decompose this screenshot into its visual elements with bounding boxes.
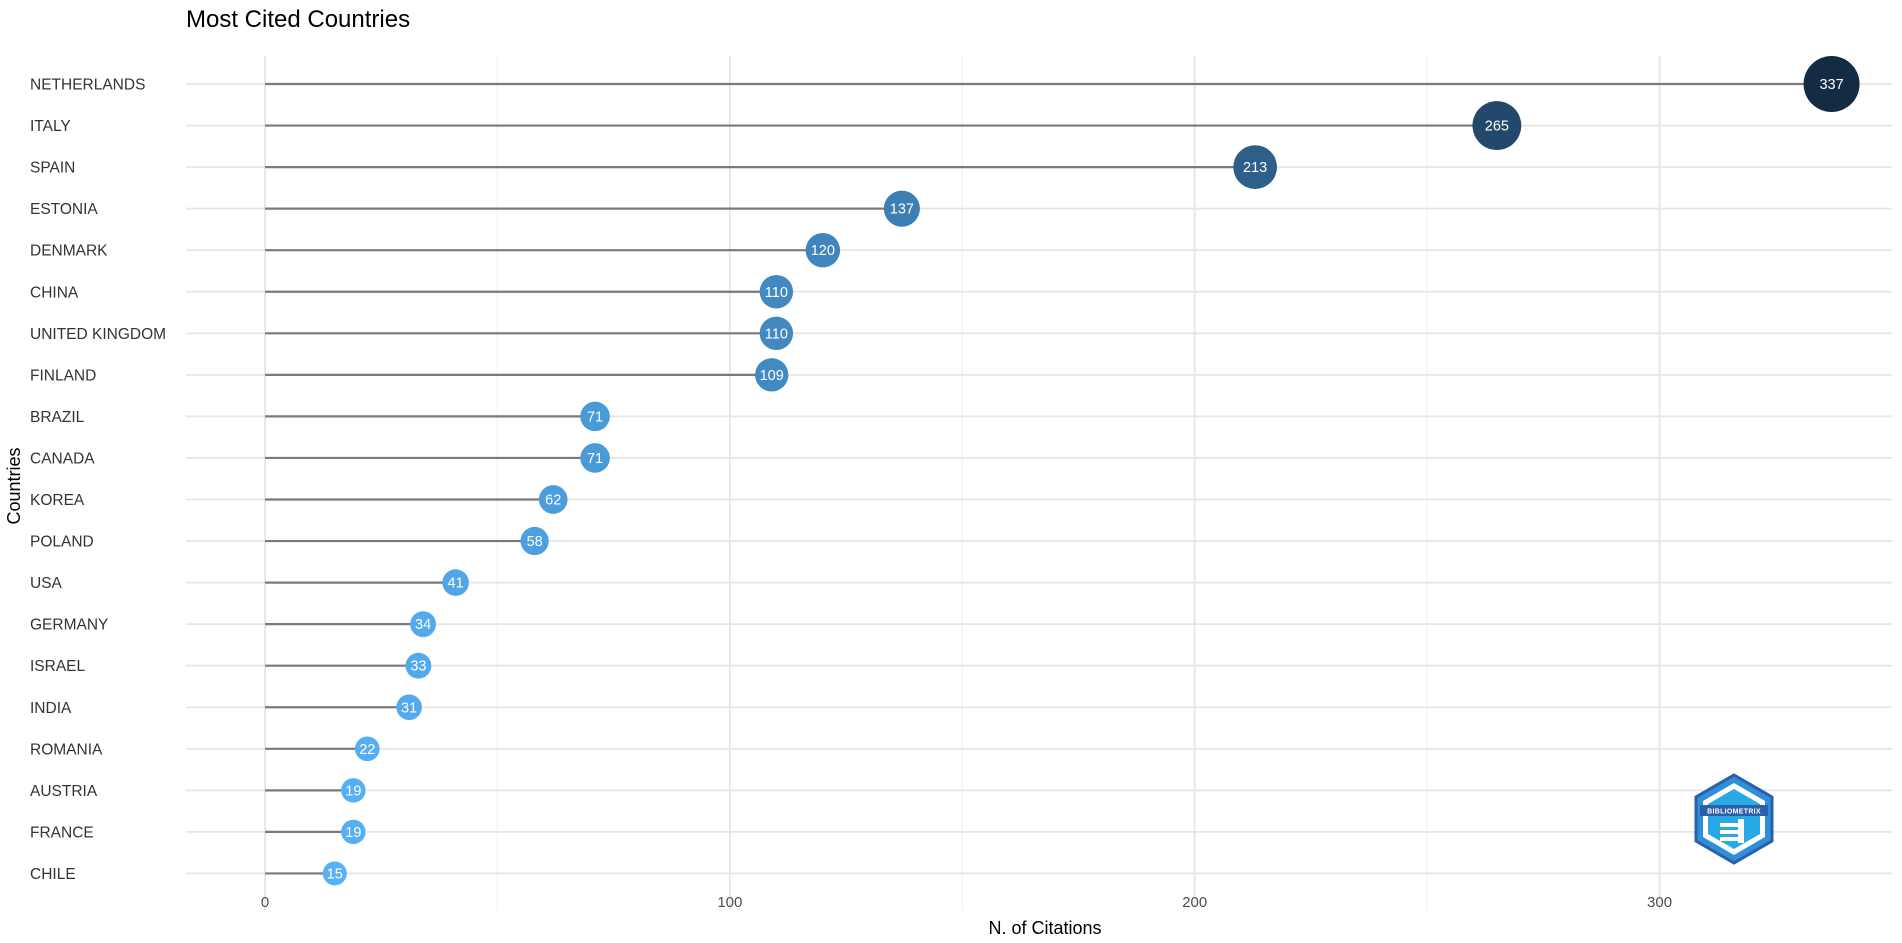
- category-label: CHILE: [30, 866, 76, 883]
- category-label: AUSTRIA: [30, 783, 98, 800]
- dot-value-label: 110: [765, 285, 788, 301]
- category-label: KOREA: [30, 492, 85, 509]
- category-label: FRANCE: [30, 824, 94, 841]
- category-label: CANADA: [30, 450, 95, 467]
- category-label: INDIA: [30, 700, 72, 717]
- dot-value-label: 109: [760, 368, 784, 384]
- lollipop-dot: [755, 358, 789, 392]
- category-label: ITALY: [30, 118, 71, 135]
- lollipop-dot: [520, 526, 549, 556]
- lollipop-dot: [759, 275, 794, 309]
- category-label: BRAZIL: [30, 409, 85, 426]
- category-label: ESTONIA: [30, 201, 98, 218]
- dot-value-label: 110: [765, 326, 788, 342]
- dot-value-label: 19: [345, 783, 361, 799]
- dot-value-label: 19: [345, 825, 361, 841]
- dot-layer: 337 265 213 137 120 110 110 109 71 71 62 58 41 34 33 31…: [322, 56, 1860, 886]
- dot-value-label: 34: [415, 617, 431, 633]
- lollipop-dot: [883, 190, 920, 227]
- x-axis-title: N. of Citations: [988, 918, 1101, 938]
- dot-value-label: 22: [359, 742, 375, 758]
- dot-value-label: 213: [1243, 160, 1267, 176]
- category-label: SPAIN: [30, 160, 75, 177]
- category-label: POLAND: [30, 534, 94, 551]
- dot-value-label: 41: [448, 576, 464, 592]
- category-labels: NETHERLANDS ITALY SPAIN ESTONIA DENMARK CHINA…: [30, 77, 166, 883]
- dot-value-label: 31: [401, 700, 417, 716]
- lollipop-dot: [580, 401, 610, 432]
- dot-value-label: 58: [527, 534, 543, 550]
- category-label: DENMARK: [30, 243, 108, 260]
- dot-value-label: 265: [1485, 119, 1509, 135]
- category-label: ROMANIA: [30, 741, 103, 758]
- lollipop-dot: [538, 485, 568, 514]
- x-tick-label: 100: [717, 894, 742, 911]
- dot-value-label: 120: [811, 243, 835, 259]
- category-label: UNITED KINGDOM: [30, 326, 166, 343]
- dot-value-label: 71: [587, 451, 603, 467]
- lollipop-dot: [759, 316, 794, 351]
- category-label: USA: [30, 575, 63, 592]
- lollipop-dot: [354, 736, 380, 762]
- category-label: CHINA: [30, 284, 79, 301]
- dot-value-label: 137: [890, 202, 914, 218]
- chart-title: Most Cited Countries: [186, 6, 410, 33]
- x-tick-label: 300: [1647, 894, 1672, 911]
- category-label: GERMANY: [30, 617, 108, 634]
- lollipop-dot: [442, 569, 469, 596]
- dot-value-label: 33: [410, 659, 426, 675]
- dot-value-label: 71: [587, 409, 603, 425]
- lollipop-dot: [322, 861, 347, 886]
- x-tick-label: 0: [261, 894, 269, 911]
- x-tick-label: 200: [1182, 894, 1207, 911]
- lollipop-dot: [580, 443, 610, 473]
- category-label: NETHERLANDS: [30, 77, 145, 94]
- lollipop-dot: [1233, 145, 1277, 189]
- y-axis-title: Countries: [4, 447, 24, 524]
- stem-layer: [265, 82, 1832, 875]
- lollipop-dot: [396, 694, 422, 721]
- x-tick-labels: 0 100 200 300: [261, 894, 1672, 911]
- dot-value-label: 15: [327, 866, 343, 882]
- dot-value-label: 62: [545, 493, 561, 509]
- bibliometrix-logo: BIBLIOMETRIX: [1694, 773, 1774, 865]
- lollipop-dot: [405, 652, 432, 679]
- lollipop-dot: [341, 819, 366, 845]
- lollipop-dot: [341, 778, 366, 803]
- lollipop-dot: [805, 232, 841, 268]
- category-label: FINLAND: [30, 367, 96, 384]
- grid-layer: [186, 56, 1892, 910]
- lollipop-dot: [1472, 101, 1522, 150]
- lollipop-dot: [1803, 56, 1860, 112]
- lollipop-dot: [410, 611, 437, 638]
- logo-text: BIBLIOMETRIX: [1707, 809, 1761, 816]
- dot-value-label: 337: [1819, 77, 1843, 93]
- category-label: ISRAEL: [30, 658, 86, 675]
